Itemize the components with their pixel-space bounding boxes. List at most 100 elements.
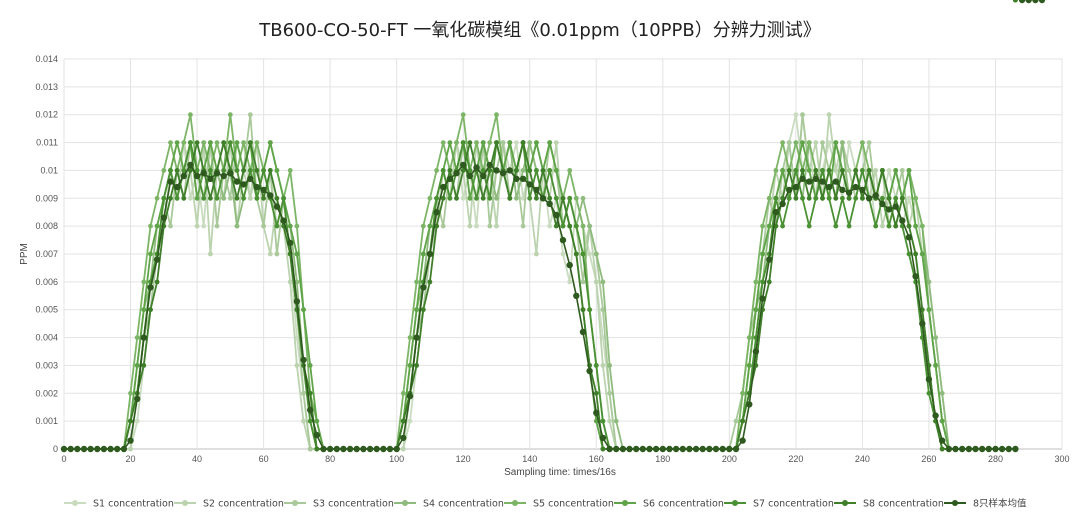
data-point	[194, 195, 200, 201]
data-point	[474, 223, 479, 229]
data-point	[646, 445, 653, 453]
data-point	[134, 395, 141, 403]
data-point	[253, 183, 261, 191]
data-point	[487, 195, 493, 201]
data-point	[833, 140, 839, 146]
data-point	[520, 140, 526, 146]
data-point	[826, 140, 832, 146]
data-point	[926, 390, 932, 396]
data-point	[786, 168, 792, 173]
data-point	[140, 334, 147, 341]
data-point	[148, 251, 153, 257]
data-point	[154, 223, 160, 229]
data-point	[240, 181, 247, 188]
data-point	[773, 195, 779, 201]
data-point	[619, 445, 627, 453]
data-point	[1032, 0, 1039, 4]
data-point	[820, 140, 825, 146]
x-tick-label: 60	[259, 454, 269, 464]
data-point	[573, 292, 580, 299]
data-point	[866, 168, 872, 173]
data-point	[820, 195, 825, 201]
data-point	[860, 140, 865, 146]
data-point	[67, 445, 74, 453]
data-point	[254, 168, 260, 173]
data-point	[506, 167, 513, 174]
legend-label: S1 concentration	[93, 499, 174, 510]
data-point	[174, 140, 180, 146]
data-point	[607, 390, 612, 396]
data-point	[267, 168, 273, 173]
legend-label: 8只样本均值	[973, 498, 1027, 510]
data-point	[494, 223, 499, 229]
data-point	[760, 279, 765, 285]
y-tick-label: 0	[53, 444, 58, 454]
data-point	[499, 170, 507, 177]
data-point	[534, 140, 539, 146]
data-point	[514, 140, 519, 146]
data-point	[800, 168, 805, 173]
x-axis-ticks: 0 20 40 60 80 100 120 140 160 180 200 220 240 260 280 3…	[61, 454, 1069, 464]
data-point	[534, 251, 539, 257]
data-point	[679, 445, 686, 453]
data-point	[886, 195, 892, 201]
data-point	[547, 168, 553, 173]
data-point	[434, 223, 439, 229]
legend-label: S4 concentration	[423, 499, 504, 510]
data-point	[454, 195, 459, 201]
data-point	[607, 418, 612, 424]
data-point	[460, 161, 467, 169]
data-point	[939, 446, 945, 452]
data-point	[760, 251, 765, 257]
data-point	[913, 251, 918, 257]
data-point	[607, 363, 612, 368]
data-point	[440, 168, 446, 173]
data-point	[893, 195, 899, 201]
data-point	[553, 168, 559, 173]
data-point	[173, 183, 181, 191]
data-point	[494, 195, 499, 201]
data-point	[161, 168, 167, 173]
data-point	[493, 167, 500, 174]
data-point	[547, 195, 553, 201]
data-point	[467, 195, 473, 201]
data-point	[793, 195, 799, 201]
data-point	[208, 140, 213, 146]
legend-item: S4 concentration	[394, 499, 504, 510]
data-point	[427, 195, 433, 201]
data-point	[407, 335, 413, 340]
data-point	[314, 446, 320, 452]
x-tick-label: 80	[325, 454, 335, 464]
data-point	[873, 168, 879, 173]
data-point	[799, 175, 806, 182]
data-point	[580, 279, 586, 285]
data-point	[94, 445, 101, 453]
data-point	[180, 172, 187, 180]
data-point	[952, 445, 959, 453]
data-point	[474, 195, 479, 201]
data-point	[261, 223, 266, 229]
data-point	[880, 223, 885, 229]
data-point	[753, 307, 759, 313]
data-point	[573, 251, 579, 257]
data-point	[740, 390, 745, 396]
data-point	[221, 140, 227, 146]
data-point	[813, 168, 819, 173]
data-point	[859, 186, 866, 194]
legend-item: S8 concentration	[834, 499, 944, 510]
data-point	[587, 307, 592, 313]
data-point	[766, 223, 772, 229]
y-tick-label: 0.009	[35, 193, 58, 203]
data-point	[208, 168, 213, 173]
data-point	[207, 175, 214, 182]
data-point	[573, 195, 579, 201]
data-point	[273, 203, 281, 210]
data-point	[360, 445, 367, 453]
data-point	[220, 172, 227, 180]
data-point	[892, 203, 899, 210]
legend-label: S6 concentration	[643, 499, 724, 510]
data-point	[587, 223, 592, 229]
y-tick-label: 0.012	[35, 110, 58, 120]
data-point	[480, 195, 486, 201]
